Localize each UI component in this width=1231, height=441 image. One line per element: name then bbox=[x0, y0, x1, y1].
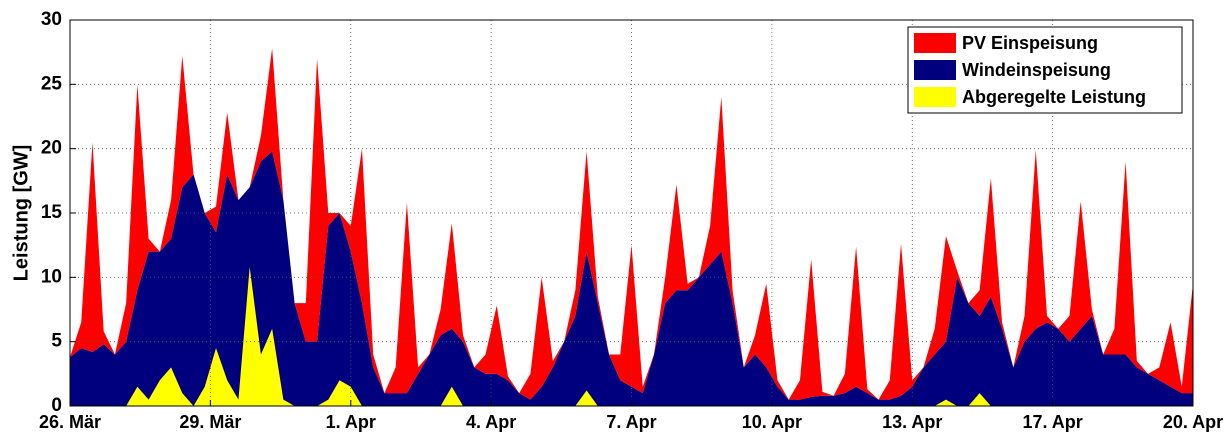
legend-swatch bbox=[914, 60, 956, 80]
x-tick-label: 26. Mär bbox=[39, 412, 101, 432]
legend-label: Abgeregelte Leistung bbox=[962, 87, 1146, 107]
y-tick-label: 0 bbox=[51, 395, 62, 416]
y-tick-label: 30 bbox=[41, 9, 62, 30]
legend-label: PV Einspeisung bbox=[962, 33, 1098, 53]
y-tick-label: 20 bbox=[41, 138, 62, 159]
area-1 bbox=[70, 48, 1193, 400]
y-tick-label: 25 bbox=[41, 73, 63, 94]
area-0 bbox=[70, 151, 1193, 406]
x-tick-label: 7. Apr bbox=[606, 412, 656, 432]
x-tick-label: 13. Apr bbox=[882, 412, 942, 432]
legend-swatch bbox=[914, 33, 956, 53]
plot-frame bbox=[69, 19, 1194, 407]
y-tick-label: 10 bbox=[41, 266, 62, 287]
legend-label: Windeinspeisung bbox=[962, 60, 1111, 80]
x-tick-label: 20. Apr bbox=[1163, 412, 1223, 432]
x-tick-label: 10. Apr bbox=[742, 412, 802, 432]
y-tick-label: 15 bbox=[41, 202, 63, 223]
y-tick-label: 5 bbox=[51, 331, 62, 352]
x-tick-label: 4. Apr bbox=[466, 412, 516, 432]
legend-swatch bbox=[914, 87, 956, 107]
x-tick-label: 17. Apr bbox=[1022, 412, 1082, 432]
x-tick-label: 29. Mär bbox=[179, 412, 241, 432]
x-tick-label: 1. Apr bbox=[326, 412, 376, 432]
y-axis-label: Leistung [GW] bbox=[10, 145, 32, 282]
